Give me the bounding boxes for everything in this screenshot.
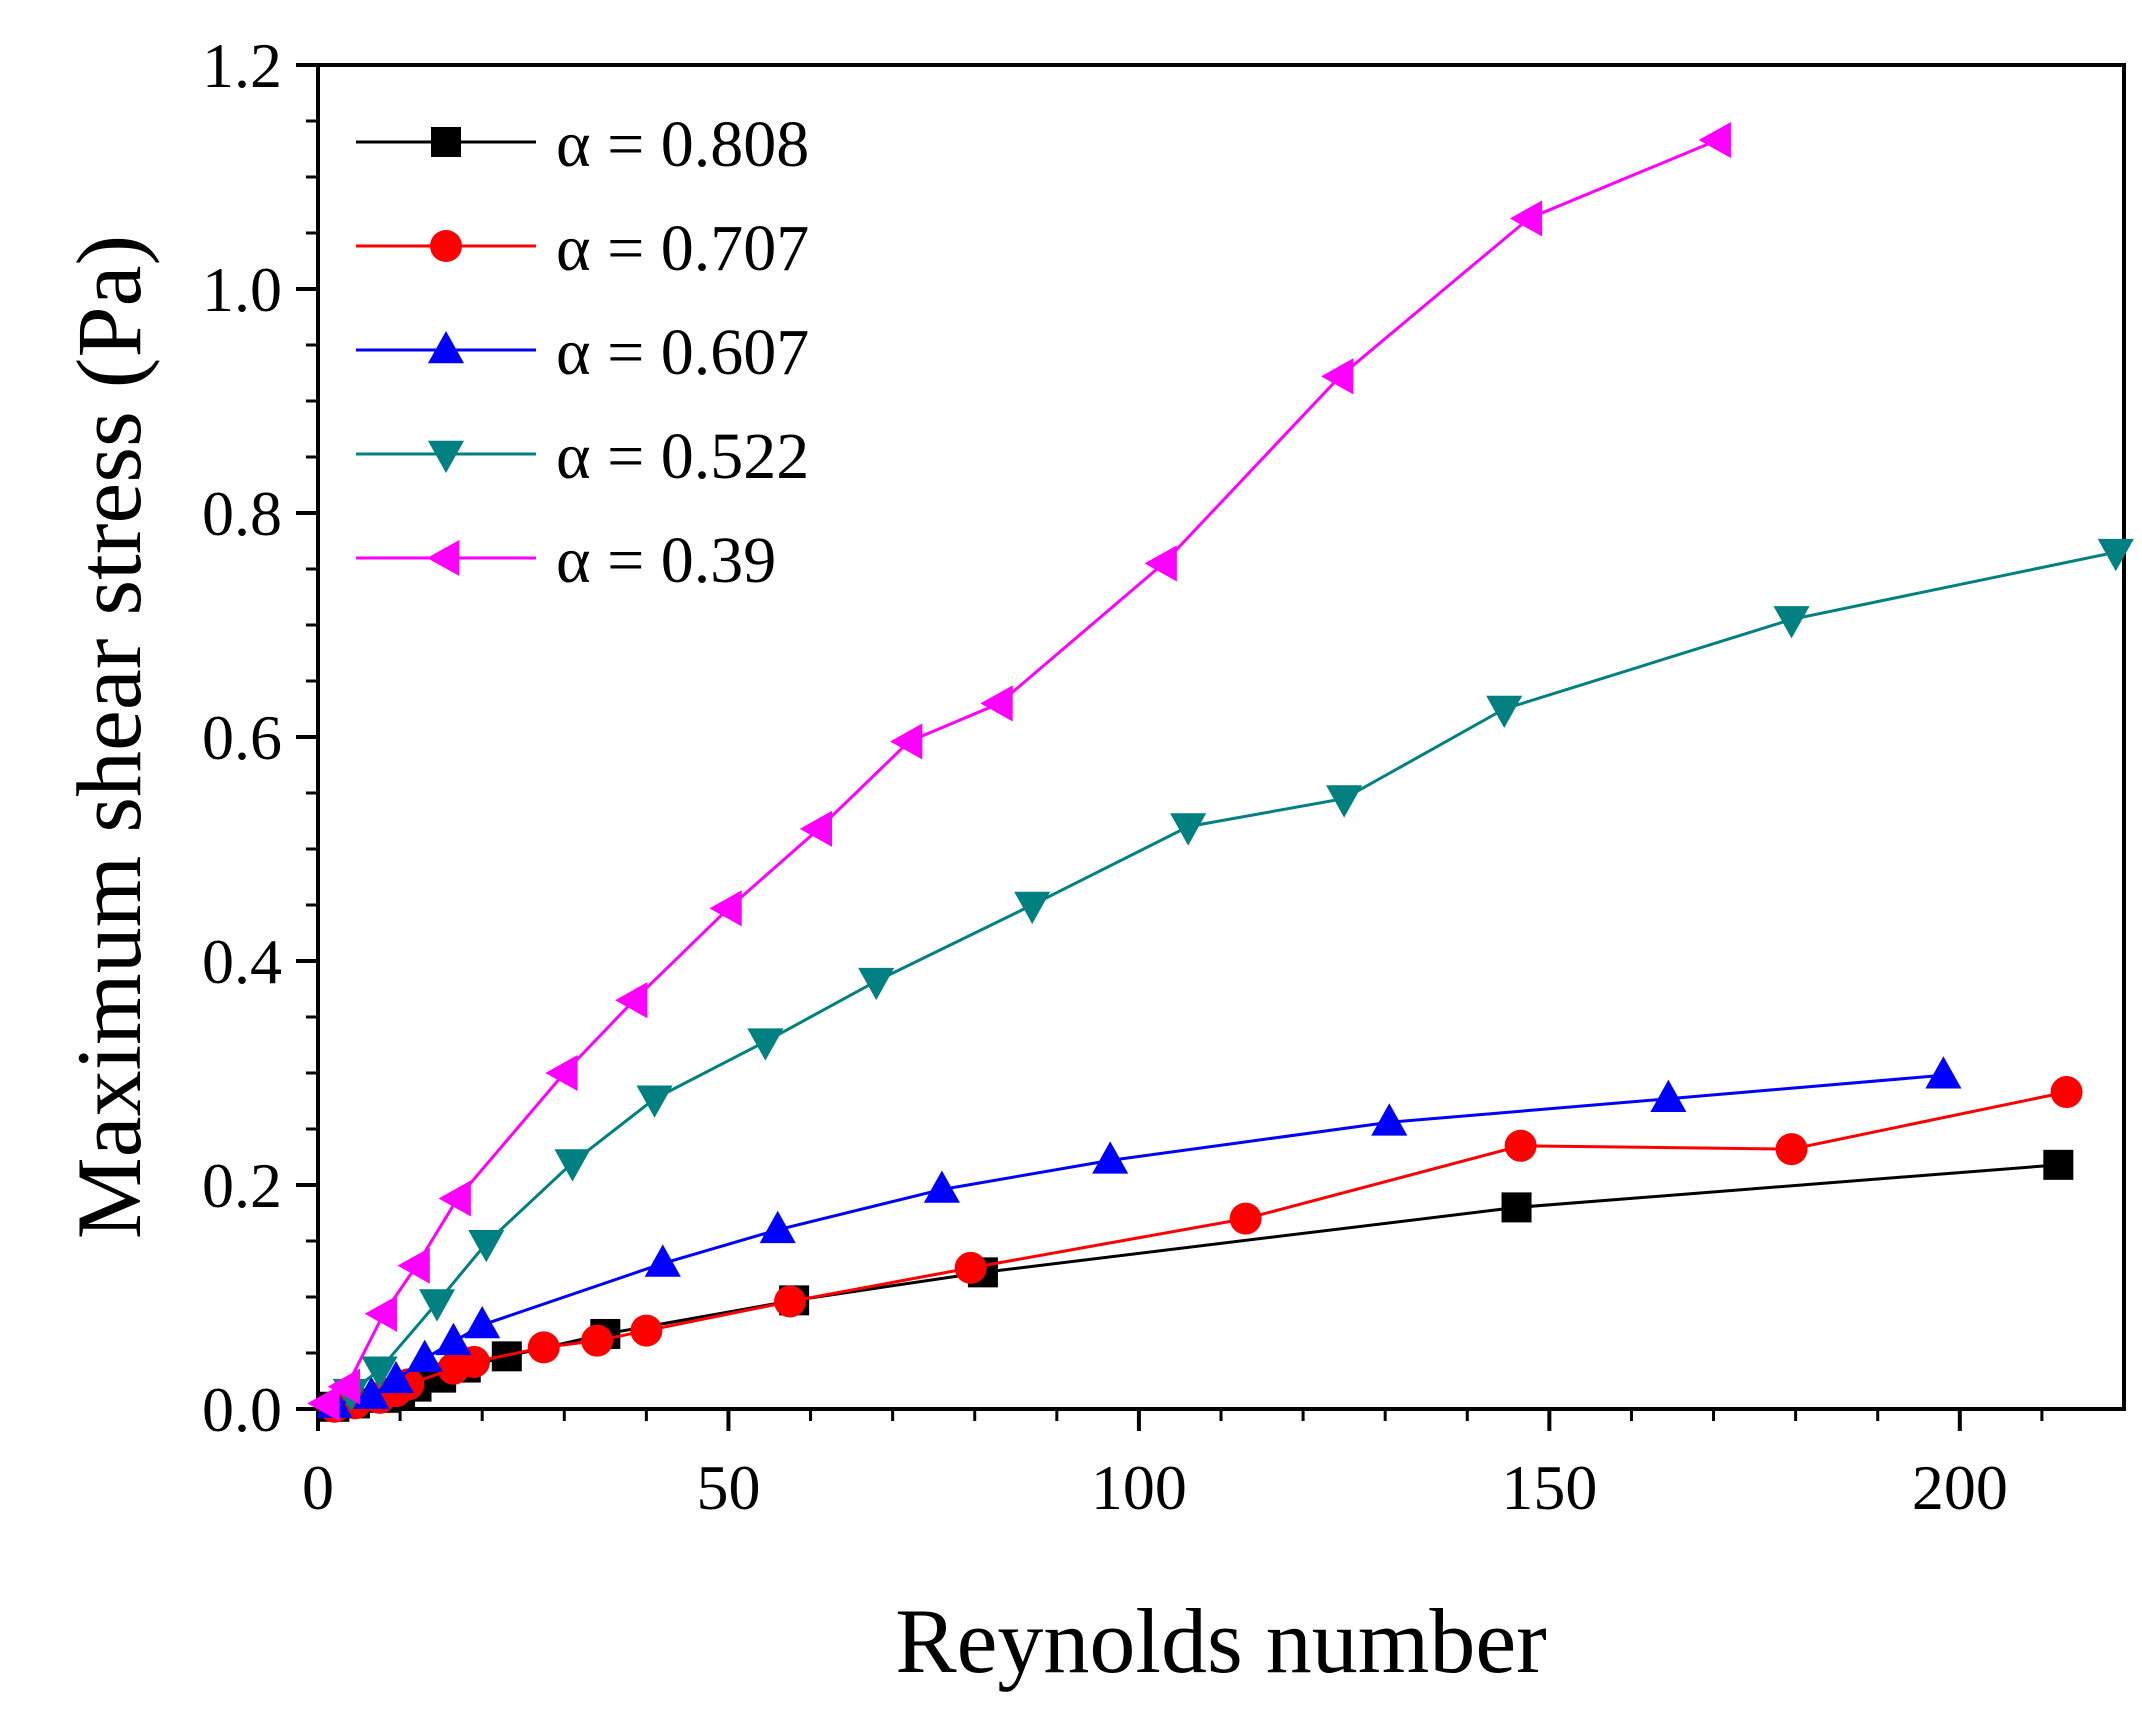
axis-ticks: 0 50 100 150 200 0.0 0.2 0.4 0.6 0.8 1.0 1.2 (202, 30, 2044, 1523)
data-point (353, 1376, 390, 1409)
data-point (1371, 1103, 1408, 1136)
legend-label: α = 0.707 (556, 212, 809, 285)
data-point (527, 1331, 560, 1364)
data-point (1326, 785, 1363, 818)
data-point (1501, 1192, 1532, 1223)
data-point (615, 982, 648, 1019)
legend-item-1: α = 0.808 (356, 108, 809, 181)
legend: α = 0.808 α = 0.707 α = 0.607 α = 0.522 α = … (356, 108, 809, 597)
legend-marker (427, 539, 460, 577)
data-point (799, 810, 833, 847)
data-point (1925, 1056, 1962, 1089)
y-tick-label: 1.2 (202, 30, 282, 101)
data-point (361, 1356, 398, 1389)
legend-label: α = 0.607 (556, 316, 809, 389)
data-point (464, 1306, 501, 1339)
legend-marker (427, 440, 465, 473)
legend-item-2: α = 0.707 (356, 212, 809, 285)
x-axis-title: Reynolds number (895, 1590, 1547, 1692)
x-tick-label: 150 (1501, 1452, 1597, 1523)
data-point (890, 723, 923, 760)
legend-item-4: α = 0.522 (356, 420, 809, 493)
series-line (349, 550, 2117, 1394)
data-point (1775, 1133, 1808, 1166)
legend-item-3: α = 0.607 (356, 316, 809, 389)
data-point (1698, 121, 1731, 159)
data-point (747, 1028, 784, 1061)
legend-marker (430, 230, 462, 262)
data-point (438, 1180, 471, 1217)
data-point (2097, 538, 2134, 572)
data-point (1321, 358, 1354, 395)
series-1 (319, 1149, 2074, 1422)
series-4 (332, 538, 2134, 1412)
data-point (954, 1251, 987, 1284)
y-tick-label: 0.8 (202, 478, 282, 549)
data-point (759, 1210, 796, 1244)
series-3 (316, 1056, 1962, 1418)
series-line (334, 1073, 1944, 1406)
data-point (581, 1324, 614, 1357)
legend-marker (431, 127, 461, 157)
data-point (636, 1085, 673, 1118)
y-tick-label: 0.2 (202, 1150, 282, 1221)
y-tick-label: 0.0 (202, 1374, 282, 1445)
data-point (709, 890, 742, 927)
legend-label: α = 0.39 (556, 524, 776, 597)
data-point (307, 1385, 340, 1422)
x-tick-label: 200 (1912, 1452, 2008, 1523)
data-point (980, 685, 1013, 722)
y-axis-title: Maximum shear stress (Pa) (58, 235, 160, 1239)
data-point (1092, 1141, 1129, 1174)
data-point (406, 1339, 443, 1372)
y-tick-label: 1.0 (202, 254, 282, 325)
data-point (2043, 1149, 2074, 1180)
data-point (1504, 1129, 1537, 1162)
series-2 (318, 1076, 2083, 1423)
data-point (327, 1368, 361, 1405)
data-point (1229, 1202, 1262, 1235)
data-point (545, 1054, 578, 1092)
data-point (364, 1295, 397, 1332)
data-point (923, 1170, 960, 1203)
data-point (1486, 695, 1523, 728)
data-point (1650, 1079, 1687, 1113)
legend-label: α = 0.808 (556, 108, 809, 181)
data-point (2050, 1076, 2083, 1109)
data-point (644, 1244, 681, 1277)
legend-marker (427, 331, 465, 364)
data-point (1014, 891, 1051, 924)
series-line (334, 1090, 2067, 1409)
data-point (1144, 545, 1177, 582)
data-point (468, 1229, 505, 1263)
legend-label: α = 0.522 (556, 420, 809, 493)
x-tick-label: 100 (1091, 1452, 1187, 1523)
data-point (1170, 813, 1207, 846)
data-point (377, 1360, 415, 1394)
data-point (858, 967, 895, 1001)
data-point (630, 1314, 663, 1347)
series-5 (307, 121, 1731, 1422)
y-tick-label: 0.6 (202, 702, 282, 773)
y-tick-label: 0.4 (202, 926, 282, 997)
data-point (554, 1149, 591, 1182)
data-point (774, 1285, 807, 1318)
data-point (435, 1322, 472, 1356)
x-tick-label: 0 (302, 1452, 334, 1523)
legend-item-5: α = 0.39 (356, 524, 776, 597)
data-point (418, 1289, 456, 1322)
data-point (1773, 606, 1810, 639)
data-point (397, 1247, 430, 1284)
data-point (1509, 200, 1543, 237)
series-layer (307, 121, 2134, 1423)
x-tick-label: 50 (696, 1452, 760, 1523)
